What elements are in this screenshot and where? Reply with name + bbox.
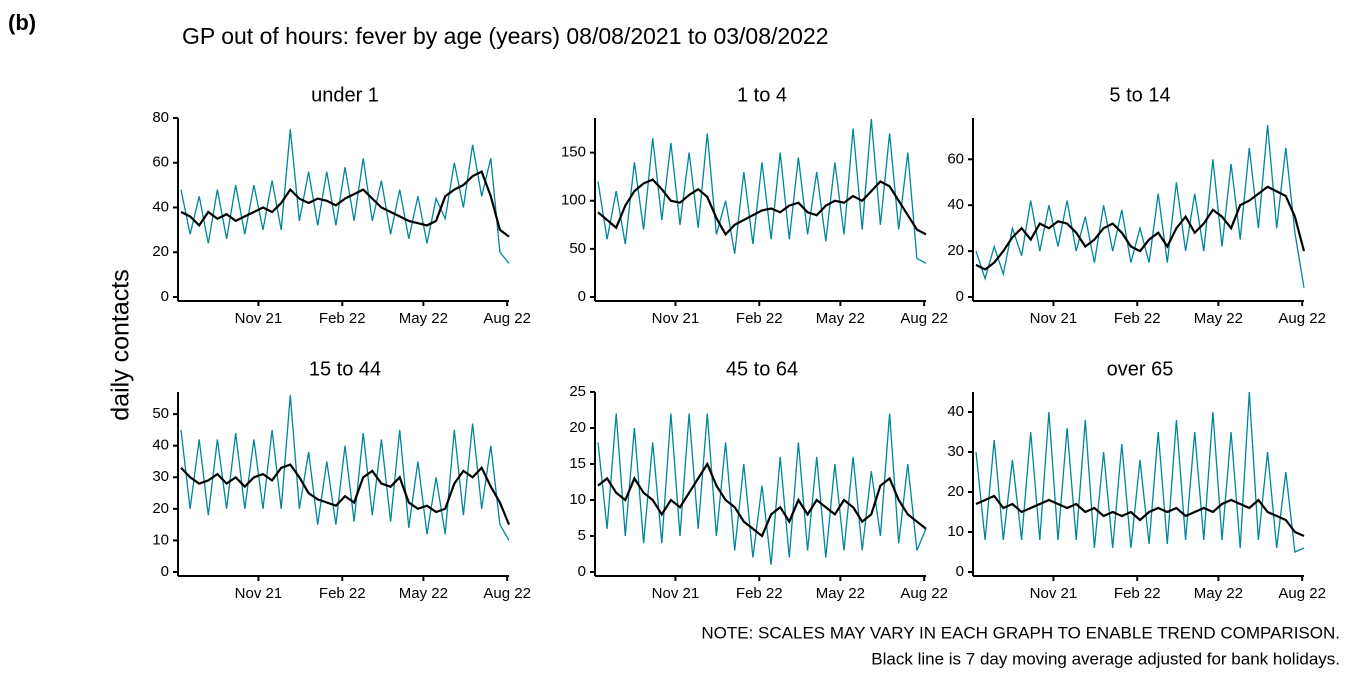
- chart-title: GP out of hours: fever by age (years) 08…: [182, 23, 829, 49]
- panel-title: under 1: [311, 84, 379, 106]
- y-tick-label: 15: [569, 455, 586, 472]
- y-tick-label: 0: [578, 563, 586, 580]
- y-tick-label: 10: [569, 491, 586, 508]
- y-axis-label: daily contacts: [107, 269, 135, 420]
- x-tick-label: Feb 22: [1114, 585, 1161, 602]
- y-tick-label: 40: [947, 403, 964, 420]
- x-tick-label: Nov 21: [235, 310, 283, 327]
- x-tick-label: Nov 21: [652, 310, 700, 327]
- x-tick-label: Aug 22: [483, 585, 531, 602]
- panel-label: (b): [8, 10, 36, 35]
- series-line: [180, 129, 510, 264]
- y-tick-label: 40: [152, 437, 169, 454]
- series-line: [975, 185, 1306, 271]
- panel-title: 15 to 44: [309, 358, 381, 380]
- x-tick-label: May 22: [1194, 310, 1243, 327]
- x-tick-label: Aug 22: [1278, 310, 1326, 327]
- series-line: [975, 124, 1305, 288]
- y-tick-label: 60: [152, 154, 169, 171]
- y-tick-label: 30: [947, 443, 964, 460]
- x-tick-label: Nov 21: [1030, 310, 1078, 327]
- x-tick-label: May 22: [816, 310, 865, 327]
- x-tick-label: May 22: [399, 310, 448, 327]
- x-tick-label: Aug 22: [483, 310, 531, 327]
- y-tick-label: 20: [569, 419, 586, 436]
- y-tick-label: 30: [152, 468, 169, 485]
- series-line: [597, 413, 927, 565]
- y-tick-label: 5: [578, 527, 586, 544]
- y-tick-label: 10: [947, 523, 964, 540]
- x-tick-label: Nov 21: [235, 585, 283, 602]
- series-line: [975, 391, 1305, 553]
- x-tick-label: Aug 22: [900, 310, 948, 327]
- series-line: [975, 494, 1305, 538]
- y-tick-label: 0: [161, 563, 169, 580]
- series-line: [180, 463, 511, 526]
- y-tick-label: 150: [561, 144, 586, 161]
- x-tick-label: Aug 22: [900, 585, 948, 602]
- y-tick-label: 40: [152, 198, 169, 215]
- y-tick-label: 10: [152, 531, 169, 548]
- series-line: [180, 395, 510, 541]
- x-tick-label: May 22: [816, 585, 865, 602]
- x-tick-label: Feb 22: [1114, 310, 1161, 327]
- y-tick-label: 50: [152, 405, 169, 422]
- x-tick-label: Feb 22: [736, 310, 783, 327]
- panel-title: 5 to 14: [1109, 84, 1170, 106]
- y-tick-label: 0: [578, 288, 586, 305]
- y-tick-label: 0: [956, 288, 964, 305]
- y-tick-label: 20: [947, 483, 964, 500]
- y-tick-label: 80: [152, 109, 169, 126]
- y-tick-label: 25: [569, 383, 586, 400]
- x-tick-label: Aug 22: [1278, 585, 1326, 602]
- series-line: [597, 461, 927, 538]
- y-tick-label: 60: [947, 150, 964, 167]
- y-tick-label: 40: [947, 196, 964, 213]
- y-tick-label: 50: [569, 240, 586, 257]
- x-tick-label: Nov 21: [1030, 585, 1078, 602]
- x-tick-label: Nov 21: [652, 585, 700, 602]
- y-tick-label: 20: [152, 500, 169, 517]
- note: NOTE: SCALES MAY VARY IN EACH GRAPH TO E…: [701, 623, 1340, 642]
- note: Black line is 7 day moving average adjus…: [871, 649, 1340, 668]
- y-tick-label: 100: [561, 192, 586, 209]
- panel-title: 45 to 64: [726, 358, 798, 380]
- x-tick-label: Feb 22: [319, 310, 366, 327]
- panel-title: 1 to 4: [737, 84, 787, 106]
- x-tick-label: Feb 22: [736, 585, 783, 602]
- y-tick-label: 0: [161, 288, 169, 305]
- x-tick-label: Feb 22: [319, 585, 366, 602]
- series-line: [597, 178, 927, 237]
- series-line: [597, 118, 927, 264]
- series-line: [180, 170, 510, 238]
- y-tick-label: 20: [152, 243, 169, 260]
- y-tick-label: 0: [956, 563, 964, 580]
- x-tick-label: May 22: [1194, 585, 1243, 602]
- panel-title: over 65: [1107, 358, 1174, 380]
- x-tick-label: May 22: [399, 585, 448, 602]
- y-tick-label: 20: [947, 242, 964, 259]
